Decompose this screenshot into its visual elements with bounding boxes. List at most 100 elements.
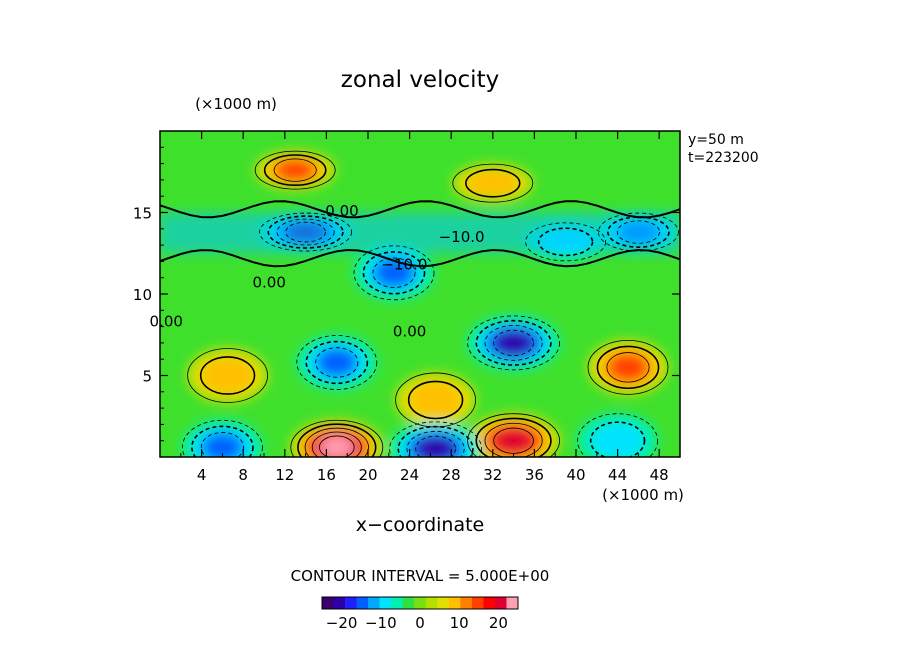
contour-line bbox=[465, 168, 521, 198]
colorbar-swatch bbox=[448, 597, 461, 609]
field-blob bbox=[408, 381, 463, 419]
contour-line bbox=[311, 431, 362, 457]
y-tick-label: 15 bbox=[133, 205, 152, 223]
field-blob bbox=[493, 428, 534, 454]
contour-line bbox=[199, 356, 256, 395]
colorbar-tick-label: 20 bbox=[489, 614, 508, 632]
contour-line bbox=[596, 345, 660, 390]
contour-line bbox=[598, 212, 679, 252]
x-tick-label: 20 bbox=[358, 466, 377, 484]
colorbar-swatch bbox=[506, 597, 519, 609]
contour-line bbox=[484, 422, 543, 457]
contour-line bbox=[305, 340, 369, 385]
contour-line bbox=[415, 435, 456, 457]
field-blob bbox=[372, 258, 416, 288]
x-tick-label: 24 bbox=[400, 466, 419, 484]
field-blob bbox=[606, 352, 650, 383]
contour-line bbox=[407, 380, 464, 420]
contour-label: −10.0 bbox=[439, 228, 485, 246]
y-axis-unit: (×1000 m) bbox=[195, 95, 277, 113]
contour-lines bbox=[160, 150, 680, 457]
colorbar-swatch bbox=[379, 597, 392, 609]
colorbar-swatch bbox=[494, 597, 507, 609]
x-tick-label: 4 bbox=[197, 466, 207, 484]
colorbar-swatch bbox=[402, 597, 415, 609]
zero-contour bbox=[160, 248, 680, 268]
colorbar-tick-label: −10 bbox=[365, 614, 397, 632]
contour-line bbox=[587, 339, 669, 395]
contour-line bbox=[191, 425, 254, 457]
y-tick-label: 5 bbox=[142, 368, 152, 386]
contour-line bbox=[475, 417, 552, 457]
field-blob bbox=[465, 169, 520, 197]
contour-line bbox=[296, 335, 378, 390]
contour-line bbox=[493, 329, 534, 356]
contour-line bbox=[254, 150, 336, 190]
contour-line bbox=[353, 245, 435, 301]
y-axis: 5 10 15 bbox=[133, 146, 680, 442]
colorbar-swatch bbox=[391, 597, 404, 609]
x-tick-label: 28 bbox=[442, 466, 461, 484]
y-tick-label: 10 bbox=[133, 286, 152, 304]
colorbar-swatch bbox=[333, 597, 346, 609]
contour-label: −10.0 bbox=[381, 256, 427, 274]
contour-line bbox=[276, 218, 335, 246]
field-blob bbox=[415, 436, 456, 457]
x-tick-label: 36 bbox=[525, 466, 544, 484]
contour-line bbox=[525, 222, 606, 262]
x-axis: 4 8 12 16 20 24 28 32 36 40 44 48 bbox=[180, 131, 669, 484]
contour-line bbox=[589, 421, 646, 457]
x-tick-label: 40 bbox=[566, 466, 585, 484]
contour-line bbox=[267, 215, 344, 249]
info-line-2: t=223200 bbox=[688, 150, 759, 166]
contour-line bbox=[372, 257, 416, 288]
contour-line bbox=[537, 227, 594, 257]
x-tick-label: 12 bbox=[275, 466, 294, 484]
contour-line bbox=[484, 325, 543, 361]
field-blob bbox=[493, 330, 534, 356]
jet-band bbox=[160, 212, 680, 254]
x-tick-label: 44 bbox=[608, 466, 627, 484]
contour-line bbox=[475, 319, 552, 366]
plot-area bbox=[160, 131, 680, 457]
contour-label: 0.00 bbox=[393, 322, 426, 340]
x-tick-label: 8 bbox=[238, 466, 248, 484]
contour-line bbox=[297, 423, 377, 457]
zero-contour bbox=[160, 200, 680, 219]
colorbar-swatch bbox=[322, 597, 334, 609]
contour-line bbox=[290, 419, 384, 457]
contour-line bbox=[389, 421, 482, 457]
contour-line bbox=[200, 432, 244, 457]
x-tick-label: 32 bbox=[483, 466, 502, 484]
x-axis-unit: (×1000 m) bbox=[602, 486, 684, 504]
colorbar-swatch bbox=[437, 597, 450, 609]
colorbar-swatch bbox=[471, 597, 484, 609]
contour-line bbox=[304, 427, 369, 457]
chart-title: zonal velocity bbox=[341, 67, 499, 93]
contour-line bbox=[259, 212, 353, 252]
field-blob bbox=[315, 347, 358, 378]
contour-line bbox=[607, 216, 670, 248]
contour-label: 0.00 bbox=[150, 313, 183, 331]
colorbar-tick-label: 10 bbox=[450, 614, 469, 632]
field-blob bbox=[274, 158, 317, 182]
contour-line bbox=[397, 425, 474, 457]
contour-line bbox=[406, 431, 465, 457]
x-axis-label: x−coordinate bbox=[356, 514, 485, 536]
colorbar-swatch bbox=[345, 597, 357, 609]
contour-line bbox=[467, 413, 560, 457]
colorbar-swatch bbox=[425, 597, 438, 609]
contour-line bbox=[187, 348, 269, 403]
colorbar-tick-label: 0 bbox=[415, 614, 425, 632]
colorbar-tick-label: −20 bbox=[326, 614, 358, 632]
field-blob bbox=[319, 435, 355, 457]
contour-line bbox=[467, 315, 560, 371]
x-tick-label: 48 bbox=[650, 466, 669, 484]
contour-line bbox=[263, 154, 327, 187]
colorbar-swatch bbox=[483, 597, 496, 609]
field-blob bbox=[201, 432, 244, 457]
contour-label: 0.00 bbox=[325, 202, 358, 220]
contour-line bbox=[452, 163, 534, 203]
contour-label: 0.00 bbox=[252, 273, 285, 291]
